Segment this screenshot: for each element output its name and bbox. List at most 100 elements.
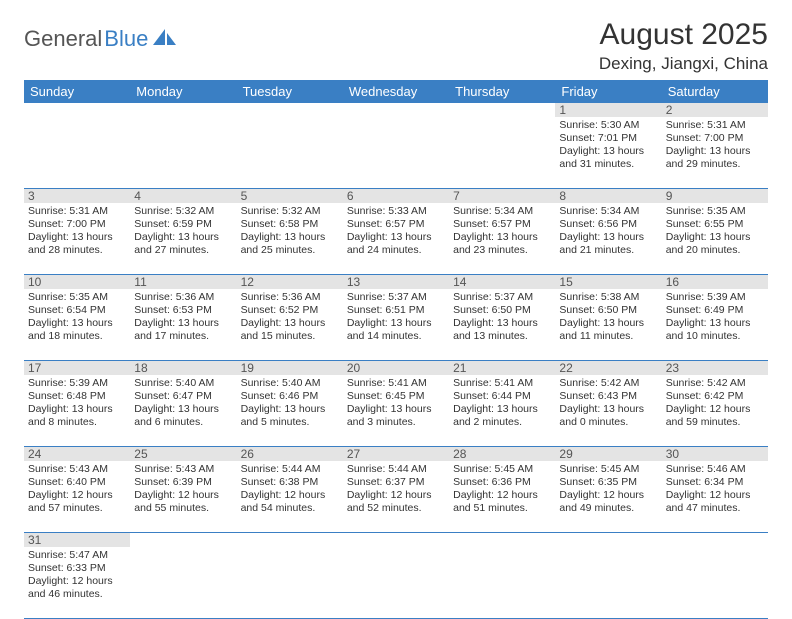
day-cell: Sunrise: 5:46 AMSunset: 6:34 PMDaylight:…: [662, 461, 768, 533]
sunrise-line: Sunrise: 5:40 AM: [134, 377, 232, 390]
sunrise-line: Sunrise: 5:40 AM: [241, 377, 339, 390]
empty-cell: [555, 547, 661, 619]
day-number: 24: [24, 447, 130, 461]
day-number: 19: [237, 361, 343, 375]
daylight-line: Daylight: 13 hours and 14 minutes.: [347, 317, 445, 343]
day-number-row: 31: [24, 533, 768, 547]
sunrise-line: Sunrise: 5:47 AM: [28, 549, 126, 562]
empty-cell: [449, 103, 555, 117]
daylight-line: Daylight: 13 hours and 31 minutes.: [559, 145, 657, 171]
day-cell: Sunrise: 5:44 AMSunset: 6:38 PMDaylight:…: [237, 461, 343, 533]
empty-cell: [130, 103, 236, 117]
daylight-line: Daylight: 13 hours and 13 minutes.: [453, 317, 551, 343]
day-number: 23: [662, 361, 768, 375]
day-detail-row: Sunrise: 5:43 AMSunset: 6:40 PMDaylight:…: [24, 461, 768, 533]
empty-cell: [343, 533, 449, 547]
day-cell: Sunrise: 5:40 AMSunset: 6:47 PMDaylight:…: [130, 375, 236, 447]
day-number-row: 12: [24, 103, 768, 117]
daylight-line: Daylight: 12 hours and 57 minutes.: [28, 489, 126, 515]
sunrise-line: Sunrise: 5:34 AM: [559, 205, 657, 218]
empty-cell: [130, 117, 236, 189]
weekday-header: Thursday: [449, 80, 555, 103]
daylight-line: Daylight: 13 hours and 18 minutes.: [28, 317, 126, 343]
sunrise-line: Sunrise: 5:34 AM: [453, 205, 551, 218]
sunset-line: Sunset: 6:56 PM: [559, 218, 657, 231]
day-number: 15: [555, 275, 661, 289]
sunset-line: Sunset: 7:00 PM: [28, 218, 126, 231]
sunset-line: Sunset: 6:38 PM: [241, 476, 339, 489]
empty-cell: [24, 117, 130, 189]
sunrise-line: Sunrise: 5:41 AM: [347, 377, 445, 390]
sunrise-line: Sunrise: 5:36 AM: [241, 291, 339, 304]
daylight-line: Daylight: 13 hours and 17 minutes.: [134, 317, 232, 343]
day-cell: Sunrise: 5:41 AMSunset: 6:45 PMDaylight:…: [343, 375, 449, 447]
sunset-line: Sunset: 6:47 PM: [134, 390, 232, 403]
day-cell: Sunrise: 5:43 AMSunset: 6:40 PMDaylight:…: [24, 461, 130, 533]
weekday-header: Tuesday: [237, 80, 343, 103]
daylight-line: Daylight: 13 hours and 15 minutes.: [241, 317, 339, 343]
day-number-row: 10111213141516: [24, 275, 768, 289]
daylight-line: Daylight: 13 hours and 10 minutes.: [666, 317, 764, 343]
day-cell: Sunrise: 5:39 AMSunset: 6:48 PMDaylight:…: [24, 375, 130, 447]
sunrise-line: Sunrise: 5:41 AM: [453, 377, 551, 390]
sunrise-line: Sunrise: 5:43 AM: [28, 463, 126, 476]
calendar-body: 12Sunrise: 5:30 AMSunset: 7:01 PMDayligh…: [24, 103, 768, 619]
day-cell: Sunrise: 5:41 AMSunset: 6:44 PMDaylight:…: [449, 375, 555, 447]
sunrise-line: Sunrise: 5:32 AM: [241, 205, 339, 218]
daylight-line: Daylight: 13 hours and 5 minutes.: [241, 403, 339, 429]
sunset-line: Sunset: 6:54 PM: [28, 304, 126, 317]
sunrise-line: Sunrise: 5:43 AM: [134, 463, 232, 476]
day-cell: Sunrise: 5:37 AMSunset: 6:51 PMDaylight:…: [343, 289, 449, 361]
weekday-header: Sunday: [24, 80, 130, 103]
top-bar: GeneralBlue August 2025 Dexing, Jiangxi,…: [24, 18, 768, 74]
daylight-line: Daylight: 12 hours and 49 minutes.: [559, 489, 657, 515]
day-number-row: 3456789: [24, 189, 768, 203]
sunset-line: Sunset: 7:01 PM: [559, 132, 657, 145]
weekday-header: Friday: [555, 80, 661, 103]
day-number: 12: [237, 275, 343, 289]
sunrise-line: Sunrise: 5:33 AM: [347, 205, 445, 218]
day-detail-row: Sunrise: 5:31 AMSunset: 7:00 PMDaylight:…: [24, 203, 768, 275]
empty-cell: [662, 547, 768, 619]
daylight-line: Daylight: 12 hours and 47 minutes.: [666, 489, 764, 515]
day-cell: Sunrise: 5:37 AMSunset: 6:50 PMDaylight:…: [449, 289, 555, 361]
day-number: 20: [343, 361, 449, 375]
sunrise-line: Sunrise: 5:45 AM: [559, 463, 657, 476]
sunset-line: Sunset: 6:51 PM: [347, 304, 445, 317]
empty-cell: [237, 103, 343, 117]
day-number: 7: [449, 189, 555, 203]
day-detail-row: Sunrise: 5:47 AMSunset: 6:33 PMDaylight:…: [24, 547, 768, 619]
weekday-header-row: SundayMondayTuesdayWednesdayThursdayFrid…: [24, 80, 768, 103]
empty-cell: [449, 117, 555, 189]
sunset-line: Sunset: 6:57 PM: [347, 218, 445, 231]
sunset-line: Sunset: 6:39 PM: [134, 476, 232, 489]
daylight-line: Daylight: 13 hours and 2 minutes.: [453, 403, 551, 429]
sunset-line: Sunset: 6:55 PM: [666, 218, 764, 231]
sunset-line: Sunset: 6:59 PM: [134, 218, 232, 231]
day-detail-row: Sunrise: 5:35 AMSunset: 6:54 PMDaylight:…: [24, 289, 768, 361]
daylight-line: Daylight: 12 hours and 55 minutes.: [134, 489, 232, 515]
title-block: August 2025 Dexing, Jiangxi, China: [599, 18, 768, 74]
daylight-line: Daylight: 13 hours and 8 minutes.: [28, 403, 126, 429]
day-number-row: 24252627282930: [24, 447, 768, 461]
sunrise-line: Sunrise: 5:36 AM: [134, 291, 232, 304]
sunset-line: Sunset: 7:00 PM: [666, 132, 764, 145]
sunset-line: Sunset: 6:49 PM: [666, 304, 764, 317]
day-cell: Sunrise: 5:47 AMSunset: 6:33 PMDaylight:…: [24, 547, 130, 619]
sunset-line: Sunset: 6:52 PM: [241, 304, 339, 317]
sunrise-line: Sunrise: 5:45 AM: [453, 463, 551, 476]
empty-cell: [449, 533, 555, 547]
day-number: 18: [130, 361, 236, 375]
sunset-line: Sunset: 6:35 PM: [559, 476, 657, 489]
day-cell: Sunrise: 5:42 AMSunset: 6:42 PMDaylight:…: [662, 375, 768, 447]
sunrise-line: Sunrise: 5:38 AM: [559, 291, 657, 304]
empty-cell: [237, 547, 343, 619]
sunset-line: Sunset: 6:40 PM: [28, 476, 126, 489]
day-cell: Sunrise: 5:45 AMSunset: 6:35 PMDaylight:…: [555, 461, 661, 533]
empty-cell: [662, 533, 768, 547]
sunrise-line: Sunrise: 5:35 AM: [666, 205, 764, 218]
empty-cell: [449, 547, 555, 619]
sunset-line: Sunset: 6:36 PM: [453, 476, 551, 489]
day-cell: Sunrise: 5:43 AMSunset: 6:39 PMDaylight:…: [130, 461, 236, 533]
daylight-line: Daylight: 12 hours and 54 minutes.: [241, 489, 339, 515]
